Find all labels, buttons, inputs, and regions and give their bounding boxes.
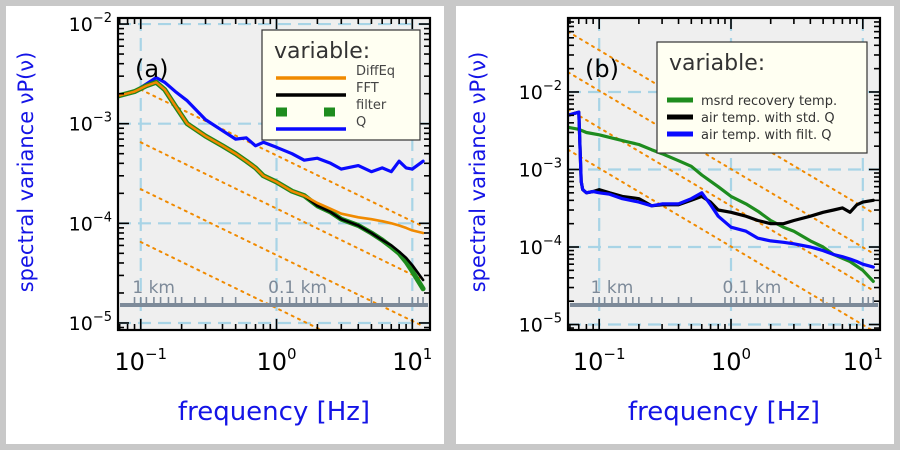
plot-frame [566, 16, 882, 332]
y-tick-label: 10−4 [69, 210, 112, 235]
y-tick-base: 10 [519, 315, 543, 337]
y-tick-label: 10−5 [519, 312, 562, 337]
x-tick-base: 10 [573, 348, 604, 376]
reference-line [139, 88, 425, 228]
y-tick-base: 10 [69, 114, 93, 136]
x-tick-base: 10 [392, 348, 423, 376]
distance-label: 0.1 km [722, 278, 781, 298]
y-tick-exp: −4 [543, 234, 562, 249]
y-axis-label: spectral variance νP(ν) [466, 52, 490, 293]
y-tick-exp: −3 [543, 156, 562, 171]
legend-title: variable: [274, 39, 370, 64]
y-tick-label: 10−5 [69, 310, 112, 335]
legend-label: Q [356, 115, 366, 130]
x-tick-exp: 0 [287, 345, 297, 363]
x-tick-exp: −1 [145, 345, 167, 363]
y-tick-base: 10 [69, 313, 93, 335]
series-line-4 [118, 81, 425, 235]
legend: variable:DiffEq FFT filter Q [261, 29, 421, 141]
x-tick-label: 10−1 [114, 345, 167, 376]
distance-label: 1 km [591, 278, 634, 298]
legend-label: DiffEq [356, 64, 395, 79]
y-tick-base: 10 [519, 159, 543, 181]
x-tick-label: 100 [711, 345, 751, 376]
x-tick-base: 10 [843, 348, 874, 376]
y-tick-label: 10−2 [519, 79, 562, 104]
panel-label: (a) [135, 55, 168, 83]
legend-label: filter [356, 98, 387, 113]
legend-label: air temp. with std. Q [701, 111, 835, 126]
legend-box [261, 29, 421, 141]
y-tick-exp: −2 [93, 11, 112, 26]
x-tick-label: 101 [843, 345, 883, 376]
distance-label: 0.1 km [268, 278, 327, 298]
x-tick-base: 10 [256, 348, 287, 376]
reference-line [139, 141, 425, 281]
x-tick-exp: 1 [423, 345, 433, 363]
y-tick-exp: −5 [543, 312, 562, 327]
y-tick-label: 10−3 [69, 111, 112, 136]
y-tick-base: 10 [519, 82, 543, 104]
panel-label: (b) [585, 55, 619, 83]
y-tick-base: 10 [69, 213, 93, 235]
y-tick-label: 10−3 [519, 156, 562, 181]
y-tick-label: 10−2 [69, 11, 112, 36]
legend-label: air temp. with filt. Q [701, 128, 831, 143]
legend-label: msrd recovery temp. [701, 94, 837, 109]
x-tick-exp: −1 [603, 345, 625, 363]
y-tick-exp: −3 [93, 111, 112, 126]
x-tick-exp: 1 [873, 345, 883, 363]
x-tick-label: 10−1 [573, 345, 626, 376]
series-line-3 [568, 110, 875, 269]
x-tick-base: 10 [114, 348, 145, 376]
y-tick-exp: −5 [93, 310, 112, 325]
y-axis-label: spectral variance νP(ν) [14, 52, 38, 293]
legend: variable: msrd recovery temp. air temp. wi… [656, 41, 868, 154]
x-tick-label: 101 [392, 345, 432, 376]
x-axis-label: frequency [Hz] [628, 397, 820, 427]
reference-line [568, 108, 875, 292]
y-tick-exp: −2 [543, 79, 562, 94]
y-tick-exp: −4 [93, 210, 112, 225]
y-tick-base: 10 [519, 237, 543, 259]
x-tick-exp: 0 [742, 345, 752, 363]
x-axis-label: frequency [Hz] [178, 397, 370, 427]
series-line-1 [118, 75, 425, 174]
legend-label: FFT [356, 81, 379, 96]
legend-title: variable: [669, 51, 765, 76]
x-tick-base: 10 [711, 348, 742, 376]
series-line-1 [568, 125, 875, 283]
plot-frame [116, 16, 432, 332]
y-tick-base: 10 [69, 14, 93, 36]
distance-label: 1 km [132, 278, 175, 298]
x-tick-label: 100 [256, 345, 296, 376]
y-tick-label: 10−4 [519, 234, 562, 259]
reference-line [568, 71, 875, 255]
